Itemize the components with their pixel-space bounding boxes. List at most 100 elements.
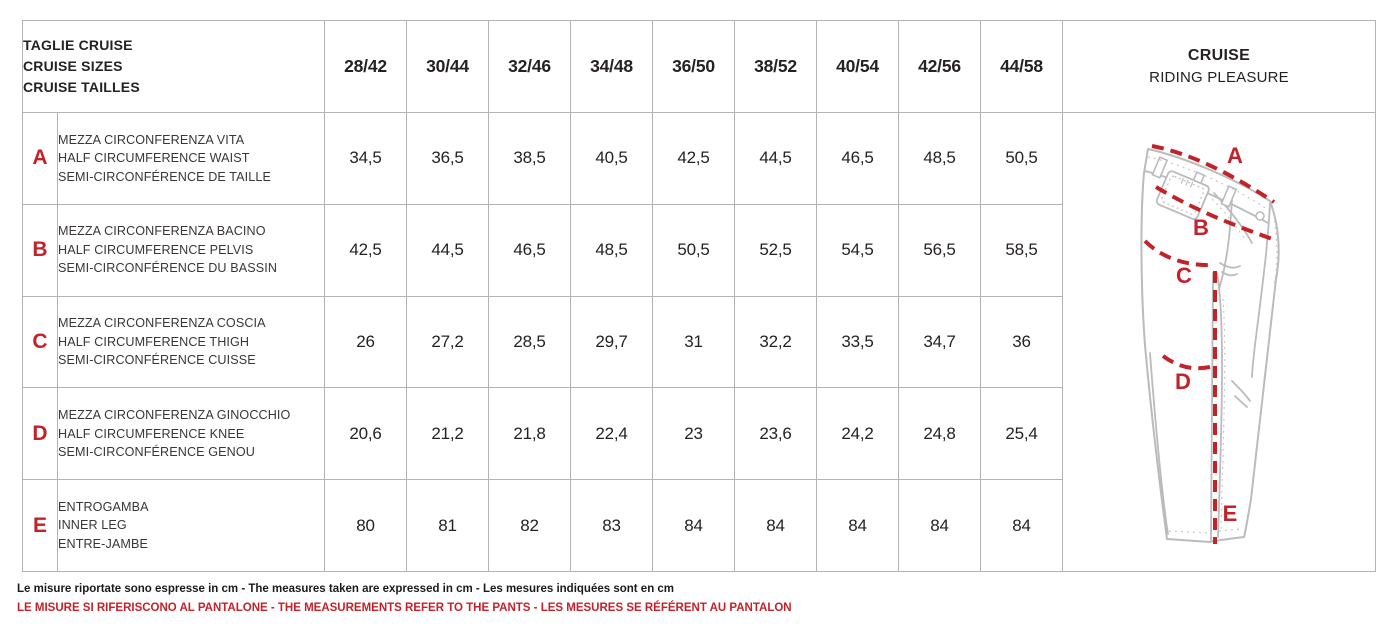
table-row-waist: A MEZZA CIRCONFERENZA VITA HALF CIRCUMFE… [22, 112, 1377, 572]
measure-value: 34,7 [898, 295, 982, 389]
row-label: MEZZA CIRCONFERENZA VITA HALF CIRCUMFERE… [56, 112, 326, 205]
size-column-header: 32/46 [488, 20, 572, 113]
measure-value: 28,5 [488, 295, 572, 389]
measure-value: 20,6 [324, 387, 408, 481]
row-letter: C [22, 295, 58, 389]
measure-value: 26 [324, 295, 408, 389]
size-column-header: 36/50 [652, 20, 736, 113]
measure-value: 48,5 [898, 112, 982, 205]
row-label: MEZZA CIRCONFERENZA BACINO HALF CIRCUMFE… [56, 203, 326, 297]
measure-value: 56,5 [898, 203, 982, 297]
measure-value: 34,5 [324, 112, 408, 205]
row-label-en: HALF CIRCUMFERENCE PELVIS [58, 242, 254, 257]
footer-notes: Le misure riportate sono espresse in cm … [17, 580, 1377, 618]
row-label-fr: SEMI-CIRCONFÉRENCE DU BASSIN [58, 261, 278, 276]
measure-value: 36,5 [406, 112, 490, 205]
product-header: CRUISE RIDING PLEASURE [1062, 20, 1377, 113]
measure-value: 36 [980, 295, 1064, 389]
measure-value: 46,5 [488, 203, 572, 297]
measure-value: 24,8 [898, 387, 982, 481]
measure-value: 23,6 [734, 387, 818, 481]
measure-value: 54,5 [816, 203, 900, 297]
row-label-it: MEZZA CIRCONFERENZA VITA [58, 132, 245, 147]
diagram-label-b: B [1193, 215, 1209, 240]
row-label-it: MEZZA CIRCONFERENZA BACINO [58, 224, 266, 239]
measure-value: 42,5 [324, 203, 408, 297]
measure-value: 21,8 [488, 387, 572, 481]
measure-value: 50,5 [980, 112, 1064, 205]
measure-value: 84 [734, 479, 818, 572]
measure-value: 42,5 [652, 112, 736, 205]
measure-value: 82 [488, 479, 572, 572]
measure-value: 84 [898, 479, 982, 572]
measure-value: 44,5 [406, 203, 490, 297]
measure-value: 58,5 [980, 203, 1064, 297]
pants-diagram: A B C D E [1139, 143, 1280, 544]
row-label: MEZZA CIRCONFERENZA COSCIA HALF CIRCUMFE… [56, 295, 326, 389]
diagram-label-e: E [1222, 501, 1237, 526]
row-label-en: HALF CIRCUMFERENCE WAIST [58, 151, 250, 166]
footer-measurement-warning: LE MISURE SI RIFERISCONO AL PANTALONE - … [17, 602, 792, 614]
measure-value: 32,2 [734, 295, 818, 389]
table-title-fr: CRUISE TAILLES [23, 79, 140, 95]
measure-value: 40,5 [570, 112, 654, 205]
row-letter: E [22, 479, 58, 572]
measure-value: 44,5 [734, 112, 818, 205]
measure-value: 50,5 [652, 203, 736, 297]
measure-value: 52,5 [734, 203, 818, 297]
size-column-header: 30/44 [406, 20, 490, 113]
row-label-it: MEZZA CIRCONFERENZA GINOCCHIO [58, 408, 291, 423]
size-column-header: 42/56 [898, 20, 982, 113]
measure-line-a [1151, 144, 1275, 204]
row-label-en: INNER LEG [58, 518, 127, 533]
product-tagline: RIDING PLEASURE [1149, 69, 1289, 86]
row-label-fr: SEMI-CIRCONFÉRENCE GENOU [58, 445, 255, 460]
measure-line-b [1154, 185, 1276, 242]
table-row-thigh: C MEZZA CIRCONFERENZA COSCIA HALF CIRCUM… [22, 295, 1376, 389]
measure-value: 22,4 [570, 387, 654, 481]
row-letter: B [22, 203, 58, 297]
product-name: CRUISE [1187, 47, 1251, 64]
diagram-label-d: D [1175, 369, 1191, 394]
measure-line-d [1161, 354, 1210, 371]
measure-value: 46,5 [816, 112, 900, 205]
footer-units-note: Le misure riportate sono espresse in cm … [17, 583, 675, 595]
diagram-label-c: C [1176, 263, 1192, 288]
measure-value: 84 [980, 479, 1064, 572]
table-title-it: TAGLIE CRUISE [23, 37, 133, 53]
table-row-pelvis: B MEZZA CIRCONFERENZA BACINO HALF CIRCUM… [22, 203, 1376, 297]
measure-value: 38,5 [488, 112, 572, 205]
measure-value: 29,7 [570, 295, 654, 389]
pants-diagram-cell: A B C D E [1062, 112, 1377, 572]
row-label-fr: SEMI-CIRCONFÉRENCE CUISSE [58, 353, 256, 368]
measure-value: 21,2 [406, 387, 490, 481]
measure-value: 81 [406, 479, 490, 572]
measure-value: 25,4 [980, 387, 1064, 481]
measure-value: 33,5 [816, 295, 900, 389]
measure-value: 80 [324, 479, 408, 572]
size-chart-table: TAGLIE CRUISE CRUISE SIZES CRUISE TAILLE… [21, 20, 1377, 572]
size-column-header: 40/54 [816, 20, 900, 113]
row-label-it: ENTROGAMBA [58, 499, 149, 514]
row-letter: A [22, 112, 58, 205]
row-label-it: MEZZA CIRCONFERENZA COSCIA [58, 316, 266, 331]
table-row-knee: D MEZZA CIRCONFERENZA GINOCCHIO HALF CIR… [22, 387, 1376, 481]
row-label-en: HALF CIRCUMFERENCE KNEE [58, 426, 245, 441]
measure-value: 31 [652, 295, 736, 389]
measure-value: 23 [652, 387, 736, 481]
row-label-fr: SEMI-CIRCONFÉRENCE DE TAILLE [58, 169, 271, 184]
measure-value: 24,2 [816, 387, 900, 481]
measure-value: 48,5 [570, 203, 654, 297]
size-column-header: 44/58 [980, 20, 1064, 113]
row-label: ENTROGAMBA INNER LEG ENTRE-JAMBE [56, 479, 326, 572]
table-title-en: CRUISE SIZES [23, 58, 123, 74]
measure-value: 84 [652, 479, 736, 572]
row-letter: D [22, 387, 58, 481]
diagram-label-a: A [1227, 143, 1243, 168]
measure-value: 27,2 [406, 295, 490, 389]
row-label-fr: ENTRE-JAMBE [58, 536, 148, 551]
row-label: MEZZA CIRCONFERENZA GINOCCHIO HALF CIRCU… [56, 387, 326, 481]
table-row-inner-leg: E ENTROGAMBA INNER LEG ENTRE-JAMBE 80 81… [22, 479, 1376, 572]
size-column-header: 34/48 [570, 20, 654, 113]
measure-line-c [1143, 239, 1214, 268]
